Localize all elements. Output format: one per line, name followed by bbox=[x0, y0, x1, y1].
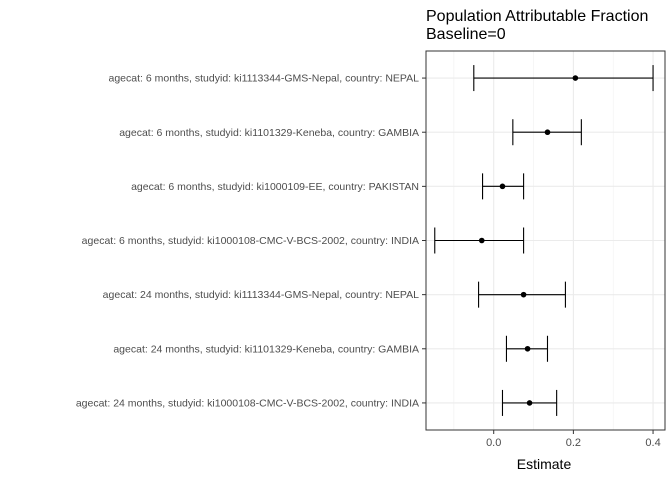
error-bar-row bbox=[434, 227, 525, 254]
y-tick-label: agecat: 24 months, studyid: ki1113344-GM… bbox=[103, 289, 419, 301]
estimate-point bbox=[526, 400, 533, 406]
error-bar-row bbox=[505, 335, 549, 362]
error-bar-row bbox=[482, 173, 525, 200]
chart-title: Population Attributable Fraction bbox=[426, 8, 648, 25]
y-tick-label: agecat: 6 months, studyid: ki1113344-GMS… bbox=[109, 73, 420, 85]
estimate-point bbox=[520, 291, 527, 298]
error-bar-row bbox=[512, 119, 582, 146]
error-bar-row bbox=[473, 65, 654, 92]
y-tick-label: agecat: 6 months, studyid: ki1000108-CMC… bbox=[82, 235, 419, 247]
estimate-point bbox=[499, 183, 506, 190]
y-tick-label: agecat: 6 months, studyid: ki1101329-Ken… bbox=[119, 127, 419, 139]
estimate-point bbox=[572, 75, 579, 81]
estimate-point bbox=[544, 129, 551, 136]
x-tick-label: 0.4 bbox=[645, 437, 660, 449]
x-tick-label: 0.0 bbox=[486, 437, 501, 449]
y-tick-label: agecat: 24 months, studyid: ki1101329-Ke… bbox=[113, 343, 419, 355]
estimate-point bbox=[524, 345, 531, 352]
chart-subtitle: Baseline=0 bbox=[426, 26, 506, 43]
x-tick-label: 0.2 bbox=[566, 437, 581, 449]
y-tick-label: agecat: 6 months, studyid: ki1000109-EE,… bbox=[131, 181, 419, 193]
x-axis-title: Estimate bbox=[517, 456, 572, 472]
y-tick-label: agecat: 24 months, studyid: ki1000108-CM… bbox=[76, 398, 419, 410]
plot-panel bbox=[425, 50, 666, 431]
error-bar-row bbox=[478, 281, 566, 308]
error-bar-row bbox=[501, 389, 558, 416]
estimate-point bbox=[478, 237, 485, 244]
